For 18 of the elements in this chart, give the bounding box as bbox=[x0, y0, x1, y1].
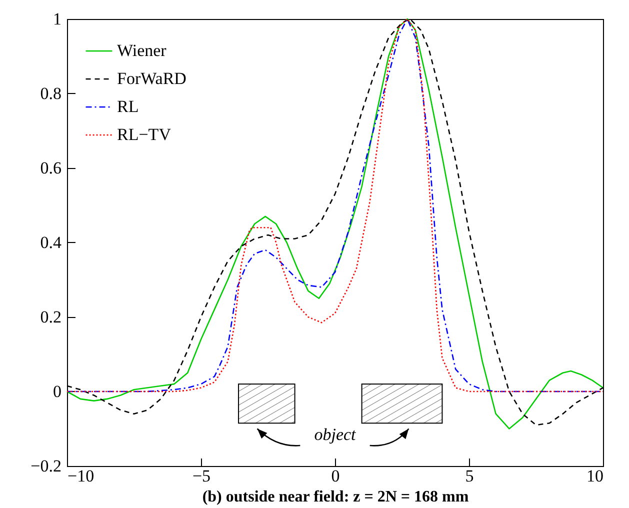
y-tick-label: −0.2 bbox=[30, 456, 62, 476]
x-tick-label: 5 bbox=[465, 466, 474, 486]
x-tick-label: 0 bbox=[331, 466, 340, 486]
legend-label: Wiener bbox=[117, 41, 167, 60]
legend-label: RL−TV bbox=[117, 125, 172, 144]
x-tick-label: −5 bbox=[192, 466, 211, 486]
y-tick-label: 0.2 bbox=[40, 308, 62, 326]
legend-label: RL bbox=[117, 97, 139, 116]
legend-label: ForWaRD bbox=[117, 69, 186, 88]
y-tick-label: 1 bbox=[53, 10, 62, 28]
y-tick-label: 0.6 bbox=[40, 158, 62, 178]
y-tick-label: 0.4 bbox=[40, 233, 62, 252]
x-tick-label: −10 bbox=[68, 466, 94, 486]
x-tick-label: 10 bbox=[586, 466, 604, 486]
annotation: object bbox=[314, 424, 358, 444]
y-tick-label: 0 bbox=[53, 382, 62, 401]
x-axis-title: (b) outside near field: z = 2N = 168 mm bbox=[202, 488, 470, 506]
y-tick-label: 0.8 bbox=[40, 84, 62, 103]
